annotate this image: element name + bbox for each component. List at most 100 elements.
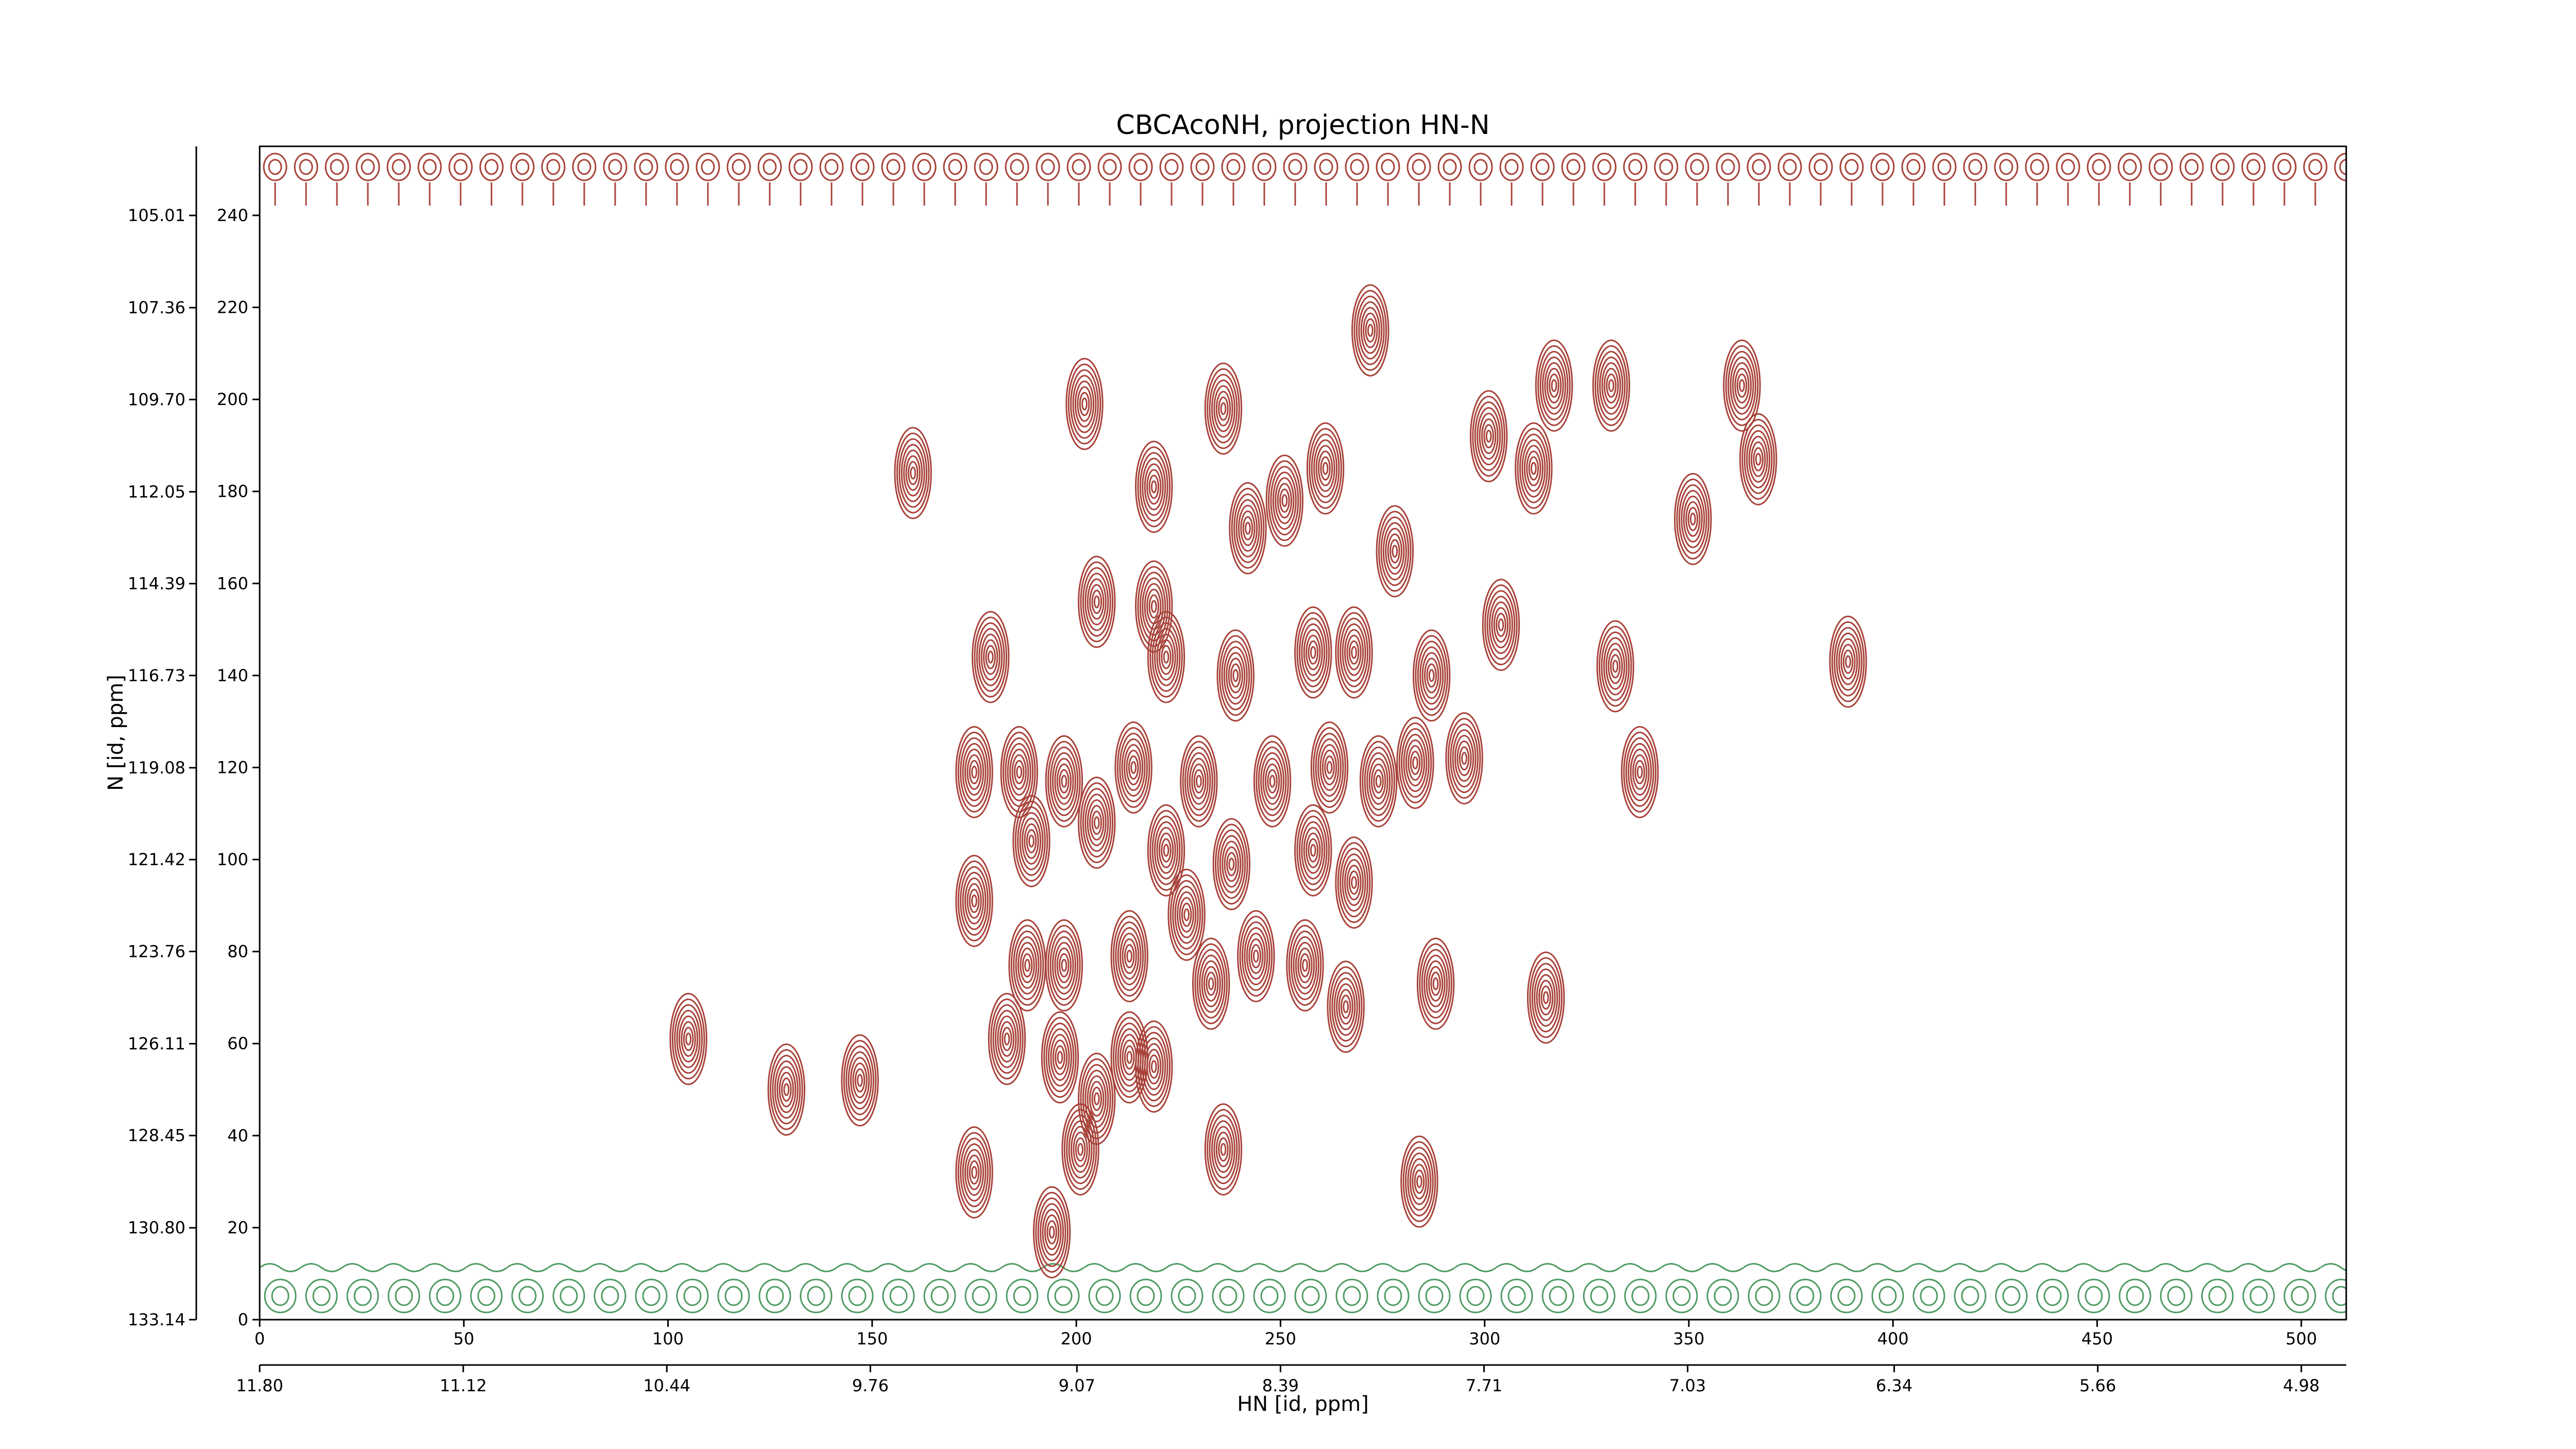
contour-ring [1144, 1043, 1164, 1090]
contour-ring [1223, 646, 1248, 705]
contour-ring [1321, 749, 1337, 785]
contour-ring [1050, 1034, 1070, 1081]
contour-ring [1161, 645, 1172, 669]
contour-ring [1432, 977, 1439, 990]
contour-ring [1842, 649, 1854, 674]
peak [1416, 937, 1455, 1030]
contour-ring [850, 1057, 870, 1104]
contour-ring [1232, 669, 1239, 682]
contour-ring [770, 1049, 803, 1131]
contour-ring [969, 1160, 980, 1185]
contour-ring [1403, 734, 1428, 793]
peak [1621, 726, 1659, 818]
peak [1045, 735, 1083, 828]
y-tick-label: 240 [217, 206, 248, 225]
contour-ring [1592, 339, 1631, 432]
contour-ring [1612, 660, 1619, 673]
contour-ring [1158, 639, 1174, 675]
contour-ring [1049, 930, 1079, 1000]
contour-ring [1241, 921, 1270, 991]
contour-ring [967, 754, 982, 790]
contour-ring [1154, 821, 1178, 880]
contour-ring [974, 616, 1007, 698]
contour-ring [1231, 487, 1265, 569]
y2-tick-label: 123.76 [128, 941, 185, 961]
contour-ring [1187, 752, 1211, 811]
contour-ring [1220, 1143, 1227, 1156]
peak [971, 611, 1010, 703]
contour-ring [957, 860, 991, 941]
contour-ring [1174, 885, 1199, 944]
contour-ring [1293, 936, 1317, 995]
contour-ring [1215, 1132, 1231, 1168]
contour-ring [1601, 631, 1630, 701]
contour-ring [1040, 1203, 1064, 1261]
contour-ring [1743, 424, 1773, 494]
peak [1327, 961, 1365, 1053]
contour-ring [1193, 769, 1205, 794]
peak [1400, 1135, 1438, 1228]
x2-tick-label: 7.03 [1669, 1376, 1706, 1395]
contour-ring [1423, 954, 1448, 1013]
contour-ring [1348, 870, 1360, 895]
contour-ring [1732, 362, 1752, 409]
contour-ring [1093, 595, 1100, 609]
peak [1335, 836, 1373, 929]
contour-ring [1401, 728, 1430, 798]
peak [1445, 712, 1483, 805]
contour-ring [960, 1137, 989, 1207]
contour-ring [1135, 560, 1173, 653]
contour-ring [1211, 1120, 1235, 1179]
contour-ring [1603, 637, 1628, 696]
contour-ring [1238, 504, 1258, 552]
contour-ring [1426, 960, 1446, 1007]
contour-ring [999, 1021, 1015, 1057]
contour-ring [1689, 512, 1696, 526]
contour-ring [676, 1009, 701, 1068]
contour-ring [894, 427, 932, 519]
contour-ring [1515, 422, 1553, 515]
contour-ring [1047, 924, 1081, 1006]
contour-ring [778, 1072, 794, 1108]
contour-ring [1315, 445, 1335, 492]
contour-ring [1275, 477, 1295, 525]
peak [1535, 339, 1573, 432]
contour-ring [1298, 617, 1328, 687]
contour-ring [1396, 717, 1434, 810]
contour-ring [681, 1021, 696, 1057]
peak [669, 992, 707, 1085]
contour-ring [899, 438, 928, 508]
contour-ring [1158, 832, 1174, 868]
contour-ring [1080, 561, 1114, 643]
peak [955, 726, 993, 818]
contour-ring [1353, 290, 1387, 371]
peak [1829, 615, 1867, 708]
contour-ring [1603, 367, 1619, 403]
contour-ring [845, 1046, 874, 1116]
contour-ring [1117, 927, 1142, 986]
contour-ring [1327, 961, 1365, 1053]
contour-ring [987, 650, 994, 664]
contour-ring [1340, 995, 1351, 1019]
contour-ring [1416, 1175, 1422, 1188]
contour-ring [1218, 1137, 1229, 1162]
contour-ring [1208, 977, 1214, 990]
contour-ring [1606, 373, 1617, 398]
y2-tick-label: 116.73 [128, 666, 185, 685]
contour-ring [1262, 757, 1282, 805]
contour-ring [1351, 646, 1357, 659]
contour-ring [1623, 731, 1657, 813]
contour-ring [1306, 634, 1321, 670]
contour-ring [1226, 852, 1237, 877]
contour-ring [1206, 971, 1216, 996]
contour-ring [964, 1149, 985, 1196]
peak [1351, 284, 1389, 377]
contour-ring [1365, 318, 1376, 343]
contour-ring [1537, 345, 1571, 426]
contour-ring [1230, 663, 1241, 688]
peak [1212, 818, 1251, 911]
contour-ring [1340, 848, 1368, 918]
y-tick-label: 160 [217, 574, 248, 593]
contour-ring [1308, 640, 1319, 665]
plot-frame [259, 145, 2347, 1321]
